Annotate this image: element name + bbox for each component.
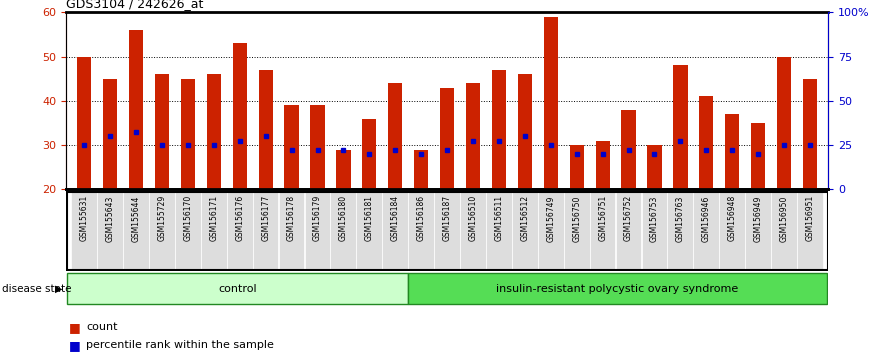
Text: GSM156176: GSM156176 [235,195,244,241]
FancyBboxPatch shape [512,192,537,270]
Text: GSM156949: GSM156949 [753,195,763,241]
FancyBboxPatch shape [67,273,408,304]
Text: ■: ■ [69,339,80,352]
FancyBboxPatch shape [382,192,408,270]
Bar [181,79,195,189]
Text: GSM155631: GSM155631 [79,195,89,241]
FancyBboxPatch shape [693,192,719,270]
Bar [207,74,221,189]
Text: GSM156752: GSM156752 [624,195,633,241]
Bar [285,105,299,189]
FancyBboxPatch shape [616,192,641,270]
Bar [337,149,351,189]
FancyBboxPatch shape [641,192,667,270]
Text: GSM156178: GSM156178 [287,195,296,241]
FancyBboxPatch shape [175,192,201,270]
Bar [596,141,610,189]
Bar [544,17,558,189]
Text: GSM155729: GSM155729 [158,195,167,241]
Bar [155,74,169,189]
Text: disease state: disease state [2,284,71,293]
FancyBboxPatch shape [797,192,823,270]
FancyBboxPatch shape [771,192,797,270]
Text: GSM155643: GSM155643 [106,195,115,241]
Text: count: count [86,322,118,332]
Text: GDS3104 / 242626_at: GDS3104 / 242626_at [66,0,204,10]
FancyBboxPatch shape [201,192,226,270]
Bar [803,79,817,189]
Text: GSM156510: GSM156510 [469,195,478,241]
Bar [648,145,662,189]
FancyBboxPatch shape [253,192,278,270]
FancyBboxPatch shape [408,273,827,304]
FancyBboxPatch shape [745,192,771,270]
Text: GSM156180: GSM156180 [339,195,348,241]
Bar [673,65,687,189]
Bar [570,145,584,189]
FancyBboxPatch shape [330,192,356,270]
Text: GSM156950: GSM156950 [780,195,788,241]
Text: GSM156181: GSM156181 [365,195,374,241]
FancyBboxPatch shape [226,192,253,270]
Text: GSM156170: GSM156170 [183,195,192,241]
FancyBboxPatch shape [589,192,616,270]
FancyBboxPatch shape [564,192,589,270]
Bar [362,119,376,189]
Text: GSM156187: GSM156187 [442,195,452,241]
FancyBboxPatch shape [408,192,434,270]
FancyBboxPatch shape [486,192,512,270]
Text: GSM156750: GSM156750 [573,195,581,241]
FancyBboxPatch shape [278,192,304,270]
Text: GSM156177: GSM156177 [261,195,270,241]
Bar [466,83,480,189]
FancyBboxPatch shape [149,192,174,270]
Bar [621,110,636,189]
Bar [777,57,791,189]
Text: GSM156186: GSM156186 [417,195,426,241]
FancyBboxPatch shape [71,192,97,270]
FancyBboxPatch shape [460,192,485,270]
Text: GSM156751: GSM156751 [598,195,607,241]
FancyBboxPatch shape [719,192,745,270]
Text: GSM156753: GSM156753 [650,195,659,241]
Bar [518,74,532,189]
FancyBboxPatch shape [97,192,123,270]
Bar [258,70,273,189]
Bar [103,79,117,189]
FancyBboxPatch shape [123,192,149,270]
Text: GSM156511: GSM156511 [494,195,503,241]
Text: insulin-resistant polycystic ovary syndrome: insulin-resistant polycystic ovary syndr… [496,284,738,293]
Bar [129,30,144,189]
Bar [725,114,739,189]
Text: GSM156948: GSM156948 [728,195,737,241]
Text: GSM156171: GSM156171 [210,195,218,241]
FancyBboxPatch shape [537,192,564,270]
Text: GSM156184: GSM156184 [391,195,400,241]
Bar [492,70,506,189]
Text: GSM156946: GSM156946 [702,195,711,241]
Text: GSM156763: GSM156763 [676,195,685,241]
Text: ▶: ▶ [55,284,63,293]
Text: control: control [218,284,257,293]
FancyBboxPatch shape [305,192,330,270]
Bar [389,83,403,189]
Bar [310,105,324,189]
Bar [700,96,714,189]
Text: GSM156749: GSM156749 [546,195,555,241]
Bar [78,57,92,189]
Text: GSM155644: GSM155644 [131,195,141,241]
Bar [440,88,455,189]
FancyBboxPatch shape [357,192,382,270]
Text: ■: ■ [69,321,80,334]
Text: percentile rank within the sample: percentile rank within the sample [86,340,274,350]
Bar [414,149,428,189]
Bar [233,44,247,189]
Text: GSM156179: GSM156179 [313,195,322,241]
Text: GSM156512: GSM156512 [521,195,529,241]
Bar [751,123,766,189]
Text: GSM156951: GSM156951 [805,195,815,241]
FancyBboxPatch shape [668,192,693,270]
FancyBboxPatch shape [434,192,460,270]
